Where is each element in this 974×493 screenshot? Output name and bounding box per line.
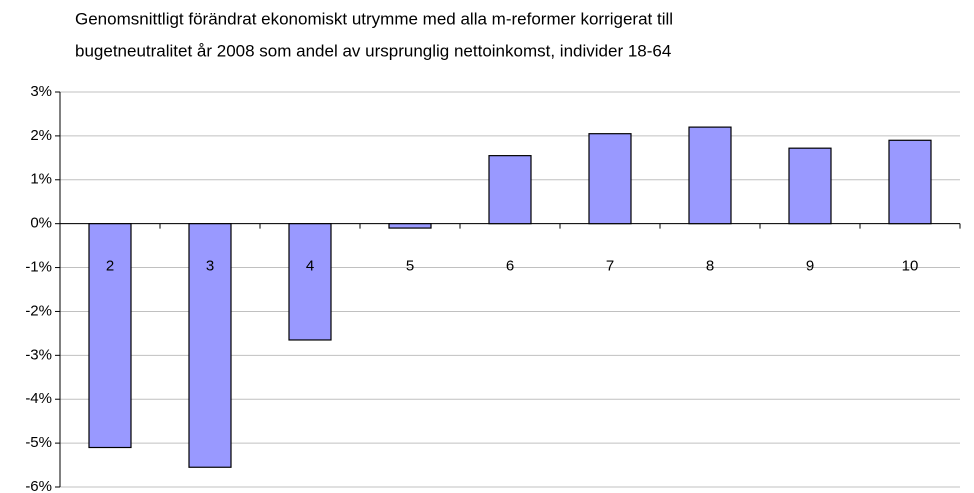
y-tick-label: -3% [25, 346, 52, 363]
y-tick-label: -5% [25, 434, 52, 451]
bar [288, 223, 332, 341]
chart-title: bugetneutralitet år 2008 som andel av ur… [75, 41, 671, 60]
x-tick-label: 5 [406, 258, 414, 275]
bar [688, 126, 732, 225]
x-tick-label: 10 [902, 258, 919, 275]
bar [188, 223, 232, 468]
y-tick-label: 1% [30, 171, 52, 188]
x-tick-label: 9 [806, 258, 814, 275]
x-tick-label: 4 [306, 258, 314, 275]
y-tick-label: 2% [30, 127, 52, 144]
bar [588, 133, 632, 225]
x-tick-label: 3 [206, 258, 214, 275]
y-tick-label: -4% [25, 390, 52, 407]
y-tick-label: 0% [30, 215, 52, 232]
y-tick-label: -6% [25, 478, 52, 493]
chart-title: Genomsnittligt förändrat ekonomiskt utry… [75, 9, 673, 28]
x-tick-label: 2 [106, 258, 114, 275]
y-tick-label: -2% [25, 302, 52, 319]
y-tick-label: 3% [30, 83, 52, 100]
bar [788, 147, 832, 225]
bar [88, 223, 132, 449]
x-tick-label: 8 [706, 258, 714, 275]
x-tick-label: 6 [506, 258, 514, 275]
bar [488, 155, 532, 225]
bar [388, 223, 432, 229]
x-tick-label: 7 [606, 258, 614, 275]
bar [888, 139, 932, 225]
y-tick-label: -1% [25, 259, 52, 276]
